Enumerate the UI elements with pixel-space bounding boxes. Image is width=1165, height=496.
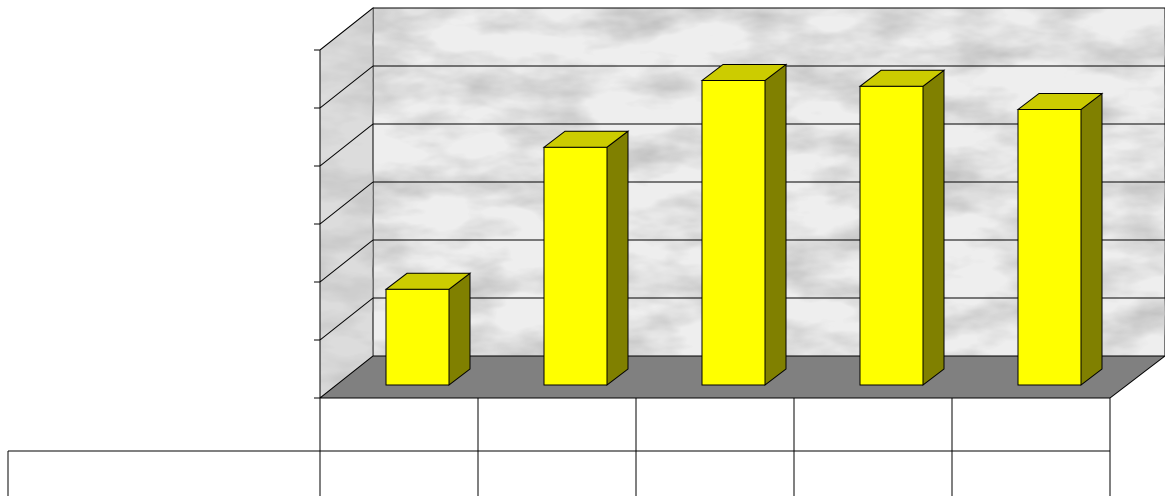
bar-side	[764, 63, 787, 387]
bar-side	[1080, 92, 1103, 387]
bar	[858, 69, 946, 387]
bar	[1016, 92, 1104, 387]
gridline-side	[319, 65, 374, 109]
axes	[314, 49, 1110, 399]
gridline-side	[319, 7, 374, 51]
bar	[700, 63, 788, 387]
bar	[542, 130, 630, 387]
bar-top	[858, 69, 946, 87]
bar-top	[700, 64, 788, 81]
gridline-side	[319, 181, 374, 225]
bar-front	[543, 146, 608, 386]
bar-front	[859, 85, 924, 386]
y-axis-ticks	[314, 49, 320, 399]
bar-top	[542, 130, 630, 148]
gridline-side	[319, 239, 374, 283]
bar-top	[1016, 93, 1104, 110]
bars	[384, 63, 1104, 387]
table-column-lines	[319, 398, 1111, 496]
bar-front	[1017, 109, 1082, 386]
bar-side	[922, 69, 945, 387]
bar-side	[606, 130, 629, 387]
bar	[384, 272, 472, 387]
bar-front	[385, 288, 450, 386]
gridline-side	[319, 297, 374, 341]
gridline-side	[319, 123, 374, 167]
data-table	[7, 398, 1111, 496]
bar-front	[701, 80, 766, 386]
bar-top	[384, 272, 472, 290]
bar-side	[448, 272, 471, 387]
